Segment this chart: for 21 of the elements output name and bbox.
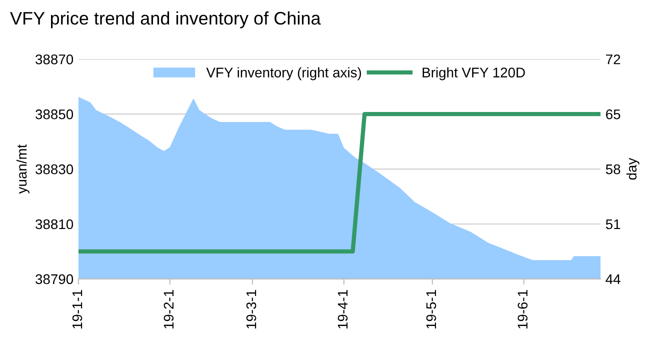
legend-label: VFY inventory (right axis) xyxy=(206,67,362,80)
y2-tick-label: 58 xyxy=(606,164,620,174)
y-tick-label: 38850 xyxy=(36,109,74,120)
x-tick-label: 19-6-1 xyxy=(518,290,528,328)
y2-tick-label: 44 xyxy=(606,274,620,284)
y2-tick-label: 51 xyxy=(606,219,620,230)
y2-tick-label: 65 xyxy=(606,109,620,120)
y-tick-label: 38790 xyxy=(36,274,74,284)
chart-title: VFY price trend and inventory of China xyxy=(10,11,321,28)
x-tick-label: 19-4-1 xyxy=(338,290,348,328)
legend-label: Bright VFY 120D xyxy=(422,67,525,80)
y-tick-label: 38810 xyxy=(36,219,74,230)
x-tick-label: 19-3-1 xyxy=(246,290,256,328)
y-axis-title: yuan/mt xyxy=(16,144,30,194)
y2-tick-label: 72 xyxy=(606,54,620,64)
y2-axis-title: day xyxy=(626,158,640,180)
x-tick-label: 19-5-1 xyxy=(426,290,436,328)
y-tick-label: 38830 xyxy=(36,164,74,174)
x-tick-label: 19-1-1 xyxy=(72,290,82,328)
y-tick-label: 38870 xyxy=(36,54,74,64)
x-tick-label: 19-2-1 xyxy=(164,290,174,328)
